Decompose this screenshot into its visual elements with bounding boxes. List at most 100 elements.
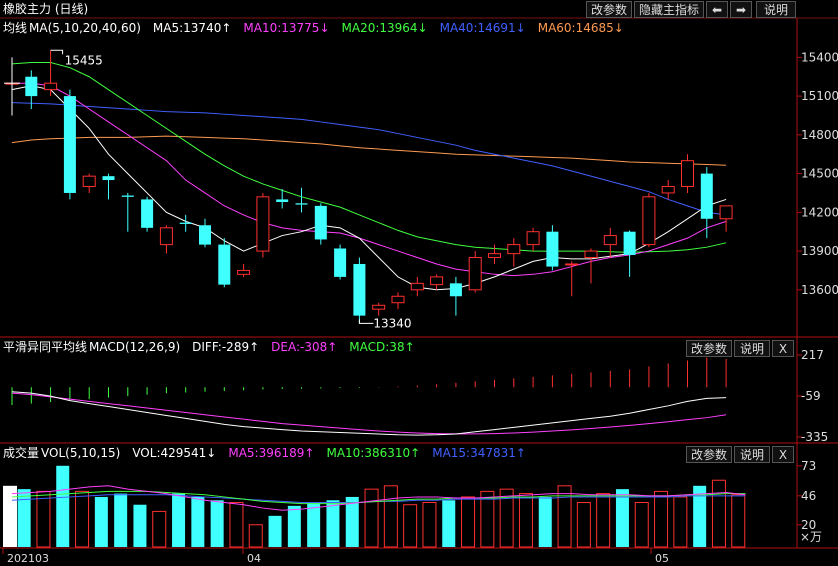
candle-body xyxy=(314,205,327,240)
macd-help-button[interactable]: 说明 xyxy=(734,340,770,357)
candle-body xyxy=(430,276,444,286)
chart-title: 橡胶主力 (日线) xyxy=(3,2,89,16)
vol-legend: 成交量 VOL(5,10,15) VOL:429541↓ MA5:396189↑ MA1… xyxy=(3,444,538,462)
candle-body xyxy=(121,195,134,197)
vol-value-1: MA5:396189↑ xyxy=(228,446,315,460)
candle-body xyxy=(681,160,694,188)
ma-params: MA(5,10,20,40,60) xyxy=(29,21,141,35)
vol-ma10-line xyxy=(11,490,746,505)
candle-body xyxy=(218,244,231,285)
candle-body xyxy=(642,196,656,246)
y-tick-label: 15400 xyxy=(801,50,838,64)
arrow-right-icon[interactable]: ➡ xyxy=(730,1,752,18)
vol-value-3: MA15:347831↑ xyxy=(432,446,526,460)
volume-bar xyxy=(248,524,263,548)
y-tick-label: 15100 xyxy=(801,89,838,103)
candle-body xyxy=(372,304,386,310)
volume-bar xyxy=(596,493,611,548)
ma-legend: 均线 MA(5,10,20,40,60) MA5:13740↑ MA10:13775↓… xyxy=(3,19,636,37)
macd-modify-params-button[interactable]: 改参数 xyxy=(686,340,732,357)
volume-bar xyxy=(3,485,17,547)
vol-help-button[interactable]: 说明 xyxy=(734,446,770,463)
macd-params: MACD(12,26,9) xyxy=(89,340,181,354)
vol-unit: ×万 xyxy=(800,530,823,544)
candle-body xyxy=(276,199,289,202)
volume-bar xyxy=(576,502,591,548)
volume-bar xyxy=(442,500,456,547)
high-marker xyxy=(50,49,64,55)
candle-body xyxy=(44,82,58,91)
candle-body xyxy=(661,186,675,194)
volume-bar xyxy=(268,515,282,547)
candle-body xyxy=(256,196,270,252)
macd-value-0: DIFF:-289↑ xyxy=(192,340,260,354)
candle-body xyxy=(82,175,96,188)
ma-value-2: MA20:13964↓ xyxy=(341,21,428,35)
volume-bar xyxy=(731,494,746,548)
volume-bar xyxy=(615,489,629,547)
volume-bar xyxy=(673,496,688,548)
volume-bar xyxy=(210,500,224,547)
volume-bar xyxy=(17,489,31,547)
volume-bar xyxy=(94,496,108,547)
macd-value-2: MACD:38↑ xyxy=(349,340,415,354)
modify-params-button[interactable]: 改参数 xyxy=(586,1,632,18)
y-tick-label: 20 xyxy=(801,518,816,532)
vol-label: 成交量 xyxy=(3,446,40,460)
volume-bar xyxy=(114,493,128,547)
y-tick-label: 13600 xyxy=(801,283,838,297)
low-marker xyxy=(358,319,374,324)
candle-body xyxy=(141,199,154,228)
volume-bar xyxy=(654,490,669,548)
candle-body xyxy=(102,176,115,181)
candle-body xyxy=(584,250,598,259)
volume-bar xyxy=(499,488,514,548)
macd-label: 平滑异同平均线 xyxy=(3,340,88,354)
candle-body xyxy=(199,225,211,245)
ma40-line xyxy=(11,102,727,216)
candle-body xyxy=(449,283,462,297)
volume-bar xyxy=(345,496,359,547)
volume-bar xyxy=(461,496,476,548)
vol-value-0: VOL:429541↓ xyxy=(132,446,217,460)
candle-body xyxy=(391,295,405,304)
volume-bar xyxy=(711,479,726,548)
volume-bar xyxy=(36,490,51,548)
vol-modify-params-button[interactable]: 改参数 xyxy=(686,446,732,463)
y-tick-label: -59 xyxy=(801,389,821,403)
volume-bar xyxy=(191,496,205,547)
vol-value-2: MA10:386310↑ xyxy=(326,446,421,460)
ma-value-4: MA60:14685↓ xyxy=(537,21,624,35)
candle-body xyxy=(25,76,38,97)
candle-body xyxy=(623,231,636,255)
candle-body xyxy=(410,282,424,291)
macd-close-button[interactable]: X xyxy=(772,340,794,357)
volume-bar xyxy=(326,500,340,547)
candle-body xyxy=(295,203,308,205)
low-label: 13340 xyxy=(373,316,411,330)
ma10-line xyxy=(12,82,727,277)
volume-bar xyxy=(518,493,533,548)
candle-body xyxy=(488,253,501,259)
diff-line xyxy=(11,391,727,436)
candle-body xyxy=(468,257,482,291)
y-tick-label: -335 xyxy=(801,430,828,444)
macd-legend: 平滑异同平均线 MACD(12,26,9) DIFF:-289↑ DEA:-308↑ M… xyxy=(3,338,427,356)
y-tick-label: 14200 xyxy=(801,205,838,219)
y-tick-label: 217 xyxy=(801,348,824,362)
help-button[interactable]: 说明 xyxy=(756,1,796,18)
volume-bar xyxy=(172,493,186,547)
candle-body xyxy=(507,244,521,255)
volume-bar xyxy=(403,504,418,548)
volume-bar xyxy=(152,510,167,548)
hide-indicator-button[interactable]: 隐藏主指标 xyxy=(634,1,704,18)
volume-bar xyxy=(229,502,244,548)
ma-value-3: MA40:14691↓ xyxy=(439,21,526,35)
arrow-left-icon[interactable]: ⬅ xyxy=(706,1,728,18)
vol-close-button[interactable]: X xyxy=(772,446,794,463)
volume-bar xyxy=(287,505,301,547)
y-tick-label: 13900 xyxy=(801,244,838,258)
x-tick-label: 04 xyxy=(247,552,261,565)
volume-bar xyxy=(693,485,707,547)
